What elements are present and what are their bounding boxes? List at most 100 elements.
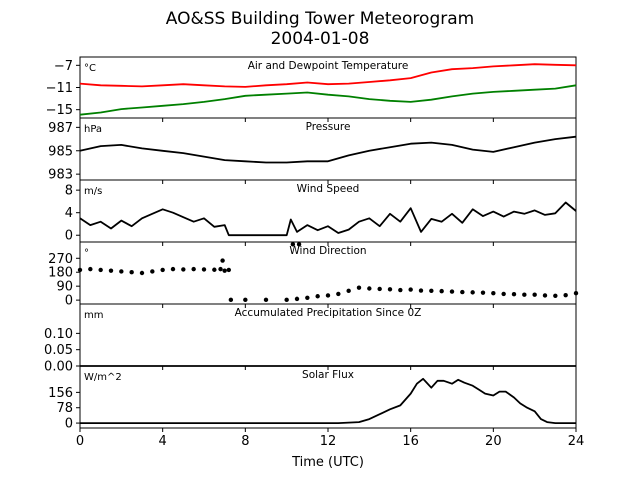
data-point	[491, 290, 496, 296]
panels: −7 −11 −15 °C Air and Dewpoint Temperature 98…	[44, 56, 579, 432]
data-point	[181, 267, 186, 272]
data-point	[170, 266, 176, 272]
panel-unit: W/m^2	[84, 372, 122, 383]
data-point	[212, 267, 217, 272]
panel-title: Accumulated Precipitation Since 0Z	[235, 307, 422, 319]
y-tick-label: 985	[48, 144, 73, 159]
panel-unit: °C	[84, 63, 96, 74]
y-tick-label: 4	[65, 206, 73, 221]
data-point	[367, 286, 372, 291]
panel-title: Air and Dewpoint Temperature	[248, 60, 409, 72]
data-point	[429, 288, 434, 294]
series-line-1	[79, 84, 577, 116]
data-point	[294, 296, 300, 302]
y-tick-label: 0.10	[44, 327, 73, 342]
data-point	[150, 269, 155, 274]
data-point	[470, 290, 475, 295]
data-point	[336, 291, 341, 297]
series-line-0	[79, 201, 577, 237]
data-point	[460, 289, 465, 295]
data-point	[139, 270, 145, 276]
data-point	[77, 267, 83, 273]
y-tick-label: −7	[54, 59, 73, 74]
data-point	[398, 287, 403, 293]
data-point	[387, 287, 393, 292]
panel-1: 987 985 983 hPa Pressure	[48, 117, 577, 184]
panel-title: Pressure	[306, 121, 351, 133]
chart-title: AO&SS Building Tower Meteorogram	[166, 9, 474, 29]
data-point	[228, 297, 234, 303]
data-point	[226, 267, 231, 273]
y-tick-label: 983	[48, 168, 73, 183]
y-tick-label: 0	[65, 229, 73, 244]
data-point	[263, 297, 269, 303]
data-point	[201, 267, 207, 272]
data-point	[439, 288, 444, 294]
y-tick-label: 78	[56, 401, 73, 416]
y-tick-label: −11	[46, 81, 73, 96]
data-point	[284, 297, 289, 303]
x-tick-label: 16	[402, 434, 419, 449]
series-line-0	[80, 377, 576, 424]
series-0	[77, 242, 579, 303]
data-point	[290, 242, 296, 247]
data-point	[305, 295, 310, 300]
x-tick-label: 12	[320, 434, 337, 449]
panel-unit: m/s	[84, 186, 102, 197]
panel-4: 0.100.05 0.00 mm Accumulated Precipitation …	[44, 303, 577, 375]
y-tick-label: 8	[65, 184, 73, 199]
series-line-0	[79, 135, 577, 164]
y-tick-label: 0.00	[44, 360, 73, 375]
data-point	[160, 267, 165, 273]
x-axis-label: Time (UTC)	[291, 455, 364, 470]
y-tick-label: 180	[48, 266, 73, 281]
chart-subtitle: 2004-01-08	[271, 29, 370, 49]
y-tick-label: 270	[48, 252, 73, 267]
y-tick-label: 987	[48, 121, 73, 136]
y-tick-label: 0	[65, 417, 73, 432]
y-tick-label: 90	[56, 280, 73, 295]
series-line-0	[79, 63, 577, 88]
data-point	[346, 288, 351, 294]
x-tick-label: 0	[76, 434, 84, 449]
panel-unit: mm	[84, 310, 103, 321]
data-point	[98, 267, 103, 273]
data-point	[296, 242, 302, 247]
panel-2: 8 4 0 m/s Wind Speed	[65, 179, 577, 246]
data-point	[108, 268, 114, 273]
data-point	[129, 270, 134, 275]
x-tick-label: 4	[159, 434, 167, 449]
data-point	[119, 269, 124, 274]
x-tick-label: 20	[485, 434, 502, 449]
panel-unit: °	[84, 248, 89, 259]
data-point	[480, 290, 486, 295]
y-tick-label: 0	[65, 294, 73, 309]
data-point	[243, 297, 248, 303]
panel-title: Solar Flux	[302, 369, 354, 381]
data-point	[522, 292, 527, 297]
data-point	[573, 290, 579, 296]
data-point	[377, 286, 382, 292]
data-point	[315, 294, 320, 299]
y-tick-label: −15	[46, 103, 73, 118]
data-point	[218, 266, 223, 272]
panel-title: Wind Speed	[297, 183, 360, 195]
x-tick-label: 24	[568, 434, 585, 449]
y-tick-label: 156	[48, 386, 73, 401]
y-tick-label: 0.05	[44, 343, 73, 358]
data-point	[222, 268, 227, 273]
data-point	[220, 258, 225, 263]
data-point	[418, 288, 424, 293]
data-point	[325, 293, 331, 298]
data-point	[88, 266, 93, 272]
panel-title: Wind Direction	[289, 245, 366, 257]
data-point	[191, 266, 196, 272]
data-point	[449, 289, 455, 294]
data-point	[501, 291, 506, 297]
x-axis: 0 4 8 12 16 20 24	[76, 434, 584, 449]
panel-0: −7 −11 −15 °C Air and Dewpoint Temperature	[46, 56, 577, 122]
data-point	[356, 285, 362, 290]
data-point	[532, 292, 537, 297]
